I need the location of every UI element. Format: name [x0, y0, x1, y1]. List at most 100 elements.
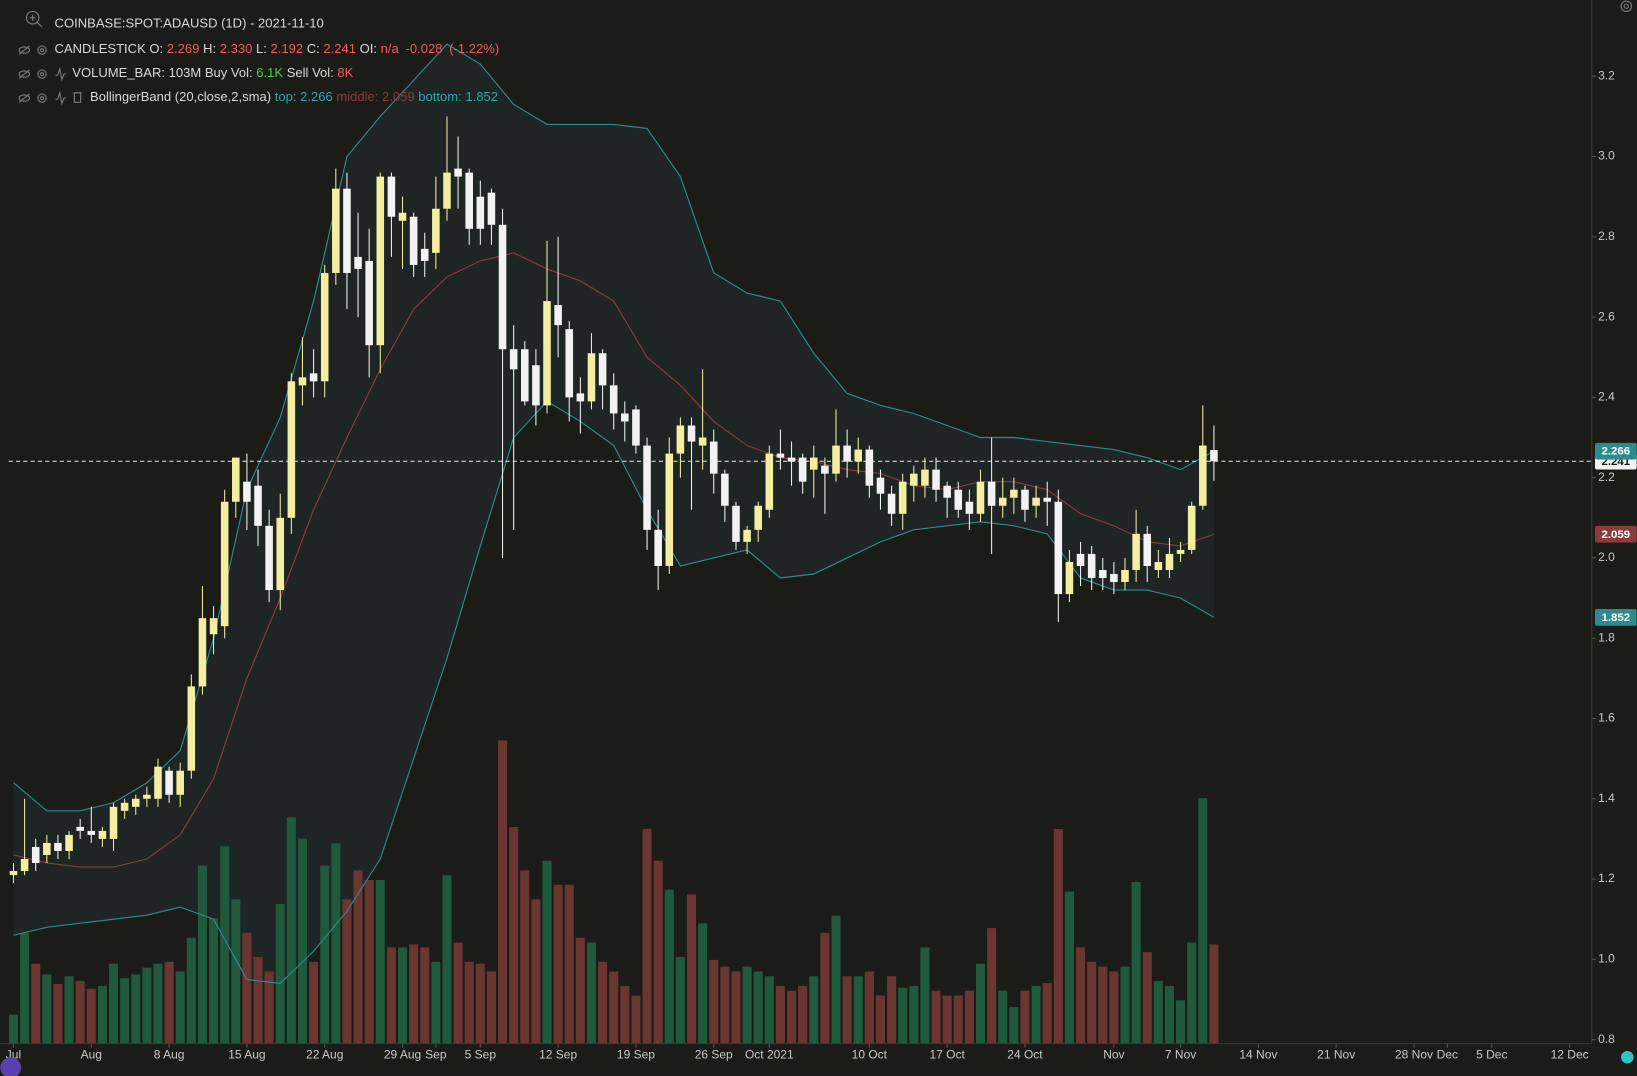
x-tick-label: 22 Aug: [306, 1047, 343, 1061]
volume-bar: [142, 967, 152, 1044]
volume-bar: [1153, 981, 1163, 1044]
legend-value: n/a: [381, 42, 400, 57]
volume-bar: [31, 963, 41, 1044]
y-tick-label: 1.8: [1598, 630, 1615, 644]
candle-icons[interactable]: [18, 45, 47, 55]
volume-bar: [920, 947, 930, 1044]
candle-body: [154, 766, 162, 799]
price-tag: [1594, 442, 1637, 460]
volume-icons[interactable]: [18, 66, 67, 82]
volume-bar: [520, 870, 530, 1044]
candle-body: [843, 445, 851, 462]
x-tick-label: Oct 2021: [745, 1047, 794, 1061]
legend-value: 1.852: [465, 90, 498, 105]
volume-bar: [709, 959, 719, 1044]
volume-bar: [1042, 982, 1052, 1044]
volume-bar: [53, 983, 63, 1044]
volume-bar: [820, 932, 830, 1044]
volume-bar: [931, 990, 941, 1044]
volume-bar: [998, 990, 1008, 1044]
volume-bar: [575, 937, 585, 1044]
volume-bar: [464, 961, 474, 1044]
y-tick-label: 2.6: [1598, 309, 1615, 323]
x-tick-label: 28 Nov: [1395, 1047, 1433, 1061]
candle-body: [932, 469, 940, 490]
volume-bar: [1098, 966, 1108, 1044]
volume-bar: [64, 976, 74, 1044]
candle-body: [332, 188, 340, 273]
volume-bar: [531, 899, 541, 1044]
y-tick-label: 1.2: [1598, 871, 1615, 885]
candle-body: [1076, 553, 1085, 566]
volume-bar: [42, 974, 52, 1044]
candle-body: [1065, 561, 1074, 595]
candle-body: [832, 445, 840, 474]
candle-body: [1098, 569, 1107, 579]
candle-body: [1154, 561, 1163, 570]
candle-body: [554, 305, 562, 326]
x-tick-label: Dec: [1437, 1047, 1458, 1061]
candle-body: [265, 525, 273, 591]
volume-bar: [731, 971, 741, 1044]
volume-bar: [420, 947, 430, 1044]
x-tick-label: 21 Nov: [1317, 1047, 1355, 1061]
candle-body: [165, 770, 173, 795]
x-tick-label: 19 Sep: [617, 1047, 655, 1061]
settings-icon[interactable]: [1620, 0, 1633, 13]
y-tick-label: 1.4: [1598, 791, 1615, 805]
y-tick-label: 2.8: [1598, 229, 1615, 243]
volume-bar: [242, 932, 252, 1044]
volume-bar: [1164, 985, 1174, 1044]
logo[interactable]: [0, 1057, 22, 1076]
volume-bar: [553, 884, 563, 1044]
y-tick-label: 1.6: [1598, 711, 1615, 725]
volume-bar: [620, 985, 630, 1044]
candle-body: [1087, 553, 1096, 579]
volume-bar: [309, 961, 319, 1044]
volume-bar: [320, 865, 330, 1044]
candle-body: [532, 365, 540, 406]
volume-bar: [1009, 1007, 1019, 1044]
candle-body: [43, 842, 51, 855]
x-tick-label: 10 Oct: [852, 1047, 888, 1061]
candle-body: [232, 457, 240, 502]
x-tick-label: 5 Dec: [1476, 1047, 1507, 1061]
candle-body: [443, 172, 451, 209]
volume-bar: [609, 971, 619, 1044]
volume-bar: [20, 932, 30, 1044]
candle-body: [65, 834, 73, 851]
volume-bar: [442, 875, 452, 1044]
status-dot[interactable]: [1621, 1050, 1634, 1064]
y-tick-label: 3.2: [1598, 68, 1615, 82]
candle-body: [387, 176, 396, 217]
volume-bar: [409, 944, 419, 1044]
volume-bar: [209, 918, 219, 1044]
plot-area: [8, 43, 1592, 1044]
volume-bar: [742, 966, 752, 1044]
x-tick-label: 29 Aug: [384, 1047, 421, 1061]
volume-bar: [509, 827, 519, 1044]
y-tick-label: 0.8: [1598, 1032, 1615, 1046]
volume-bar: [1187, 942, 1197, 1044]
candle-body: [1032, 497, 1040, 506]
candle-body: [398, 212, 407, 221]
legend-name: CANDLESTICK: [55, 42, 147, 57]
volume-bar: [1120, 966, 1130, 1044]
zoom-icon[interactable]: [25, 10, 43, 28]
volume-bar: [153, 963, 163, 1044]
candle-body: [998, 497, 1007, 506]
volume-bar: [386, 947, 396, 1044]
legend-label: top:: [275, 90, 297, 105]
candle-legend: CANDLESTICK O: 2.269 H: 2.330 L: 2.192 C…: [55, 42, 500, 57]
volume-bar: [1031, 985, 1041, 1044]
volume-bar: [431, 961, 441, 1044]
volume-bar: [1209, 944, 1219, 1044]
legend-value: 2.266: [300, 90, 333, 105]
bollinger-icons[interactable]: [18, 90, 82, 106]
x-tick-label: Nov: [1103, 1047, 1124, 1061]
candle-body: [20, 859, 29, 872]
volume-bar: [8, 1014, 19, 1044]
candle-body: [209, 618, 218, 635]
candle-body: [454, 168, 462, 177]
volume-bar: [353, 870, 363, 1044]
